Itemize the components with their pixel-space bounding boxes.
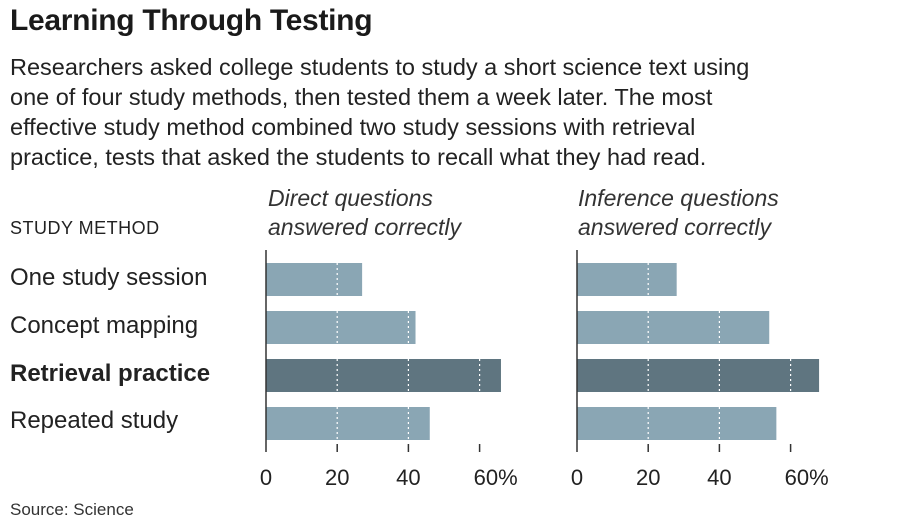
header-line: Direct questions	[268, 185, 433, 211]
subtitle-line: one of four study methods, then tested t…	[10, 84, 713, 110]
direct-tick-label: 20	[325, 465, 349, 490]
category-label: Repeated study	[10, 407, 179, 434]
inference-questions-header: Inference questions answered correctly	[578, 184, 779, 242]
subtitle-line: Researchers asked college students to st…	[10, 54, 750, 80]
direct-tick-label: 40	[396, 465, 420, 490]
inference-bar	[577, 359, 820, 392]
direct-tick-label: 0	[260, 465, 272, 490]
inference-bar	[577, 311, 770, 344]
category-label: One study session	[10, 264, 208, 291]
subtitle-line: effective study method combined two stud…	[10, 114, 696, 140]
inference-tick-label: 0	[571, 465, 583, 490]
header-line: answered correctly	[578, 214, 772, 240]
category-label: Concept mapping	[10, 312, 199, 339]
direct-bar	[266, 359, 501, 392]
source-note: Source: Science	[10, 500, 134, 519]
study-method-header: STUDY METHOD	[10, 218, 160, 238]
direct-bar	[266, 263, 363, 296]
category-label-highlighted: Retrieval practice	[10, 360, 211, 387]
inference-tick-label: 60%	[785, 465, 829, 490]
direct-bar	[266, 311, 416, 344]
inference-bar	[577, 263, 677, 296]
inference-tick-label: 20	[636, 465, 660, 490]
header-line: Inference questions	[578, 185, 779, 211]
chart-subtitle: Researchers asked college students to st…	[10, 52, 830, 172]
chart-title: Learning Through Testing	[10, 4, 373, 37]
header-line: answered correctly	[268, 214, 462, 240]
direct-questions-header: Direct questions answered correctly	[268, 184, 461, 242]
inference-bar	[577, 407, 777, 440]
direct-bar	[266, 407, 430, 440]
subtitle-line: practice, tests that asked the students …	[10, 144, 707, 170]
inference-tick-label: 40	[707, 465, 731, 490]
direct-tick-label: 60%	[474, 465, 518, 490]
